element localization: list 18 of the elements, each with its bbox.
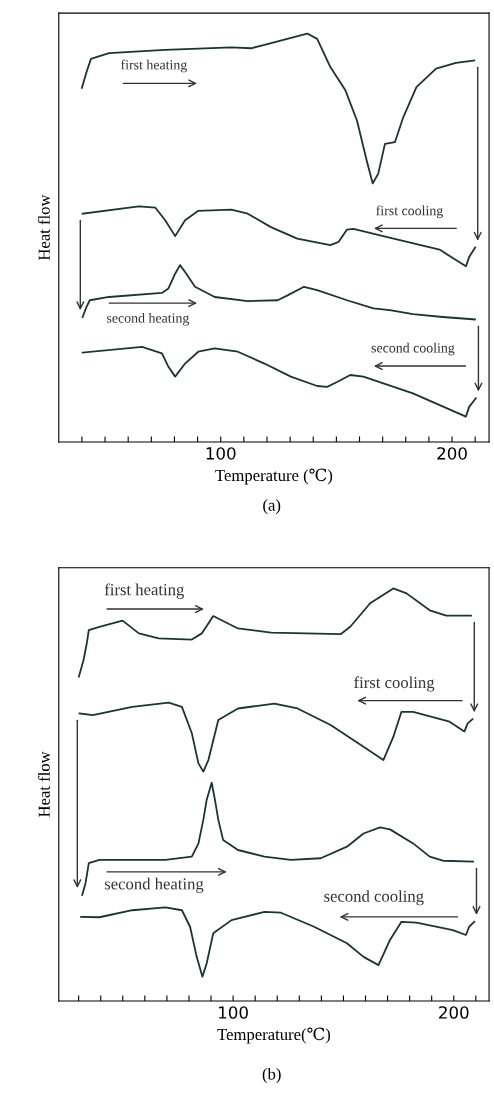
x-tick-label: 200 bbox=[437, 447, 467, 460]
text: (b) bbox=[262, 1067, 281, 1084]
x-axis-title: Temperature (℃) bbox=[215, 468, 333, 485]
y-axis-title: Heat flow bbox=[37, 194, 50, 261]
x-tick-label: 100 bbox=[219, 1006, 248, 1019]
y-axis-title: Heat flow bbox=[37, 751, 50, 818]
series-label: second heating bbox=[107, 312, 190, 326]
series-label: first cooling bbox=[354, 676, 435, 692]
x-tick-label: 100 bbox=[206, 447, 236, 460]
series-label: first heating bbox=[120, 59, 188, 73]
series-label: second heating bbox=[104, 877, 204, 893]
x-axis-title: Temperature(℃) bbox=[217, 1027, 331, 1044]
series-label: second cooling bbox=[324, 890, 424, 906]
x-tick-label: 200 bbox=[439, 1006, 469, 1019]
series-label: first heating bbox=[104, 583, 184, 599]
text: (a) bbox=[263, 499, 281, 515]
series-label: first cooling bbox=[376, 205, 443, 219]
series-label: second cooling bbox=[371, 342, 455, 356]
